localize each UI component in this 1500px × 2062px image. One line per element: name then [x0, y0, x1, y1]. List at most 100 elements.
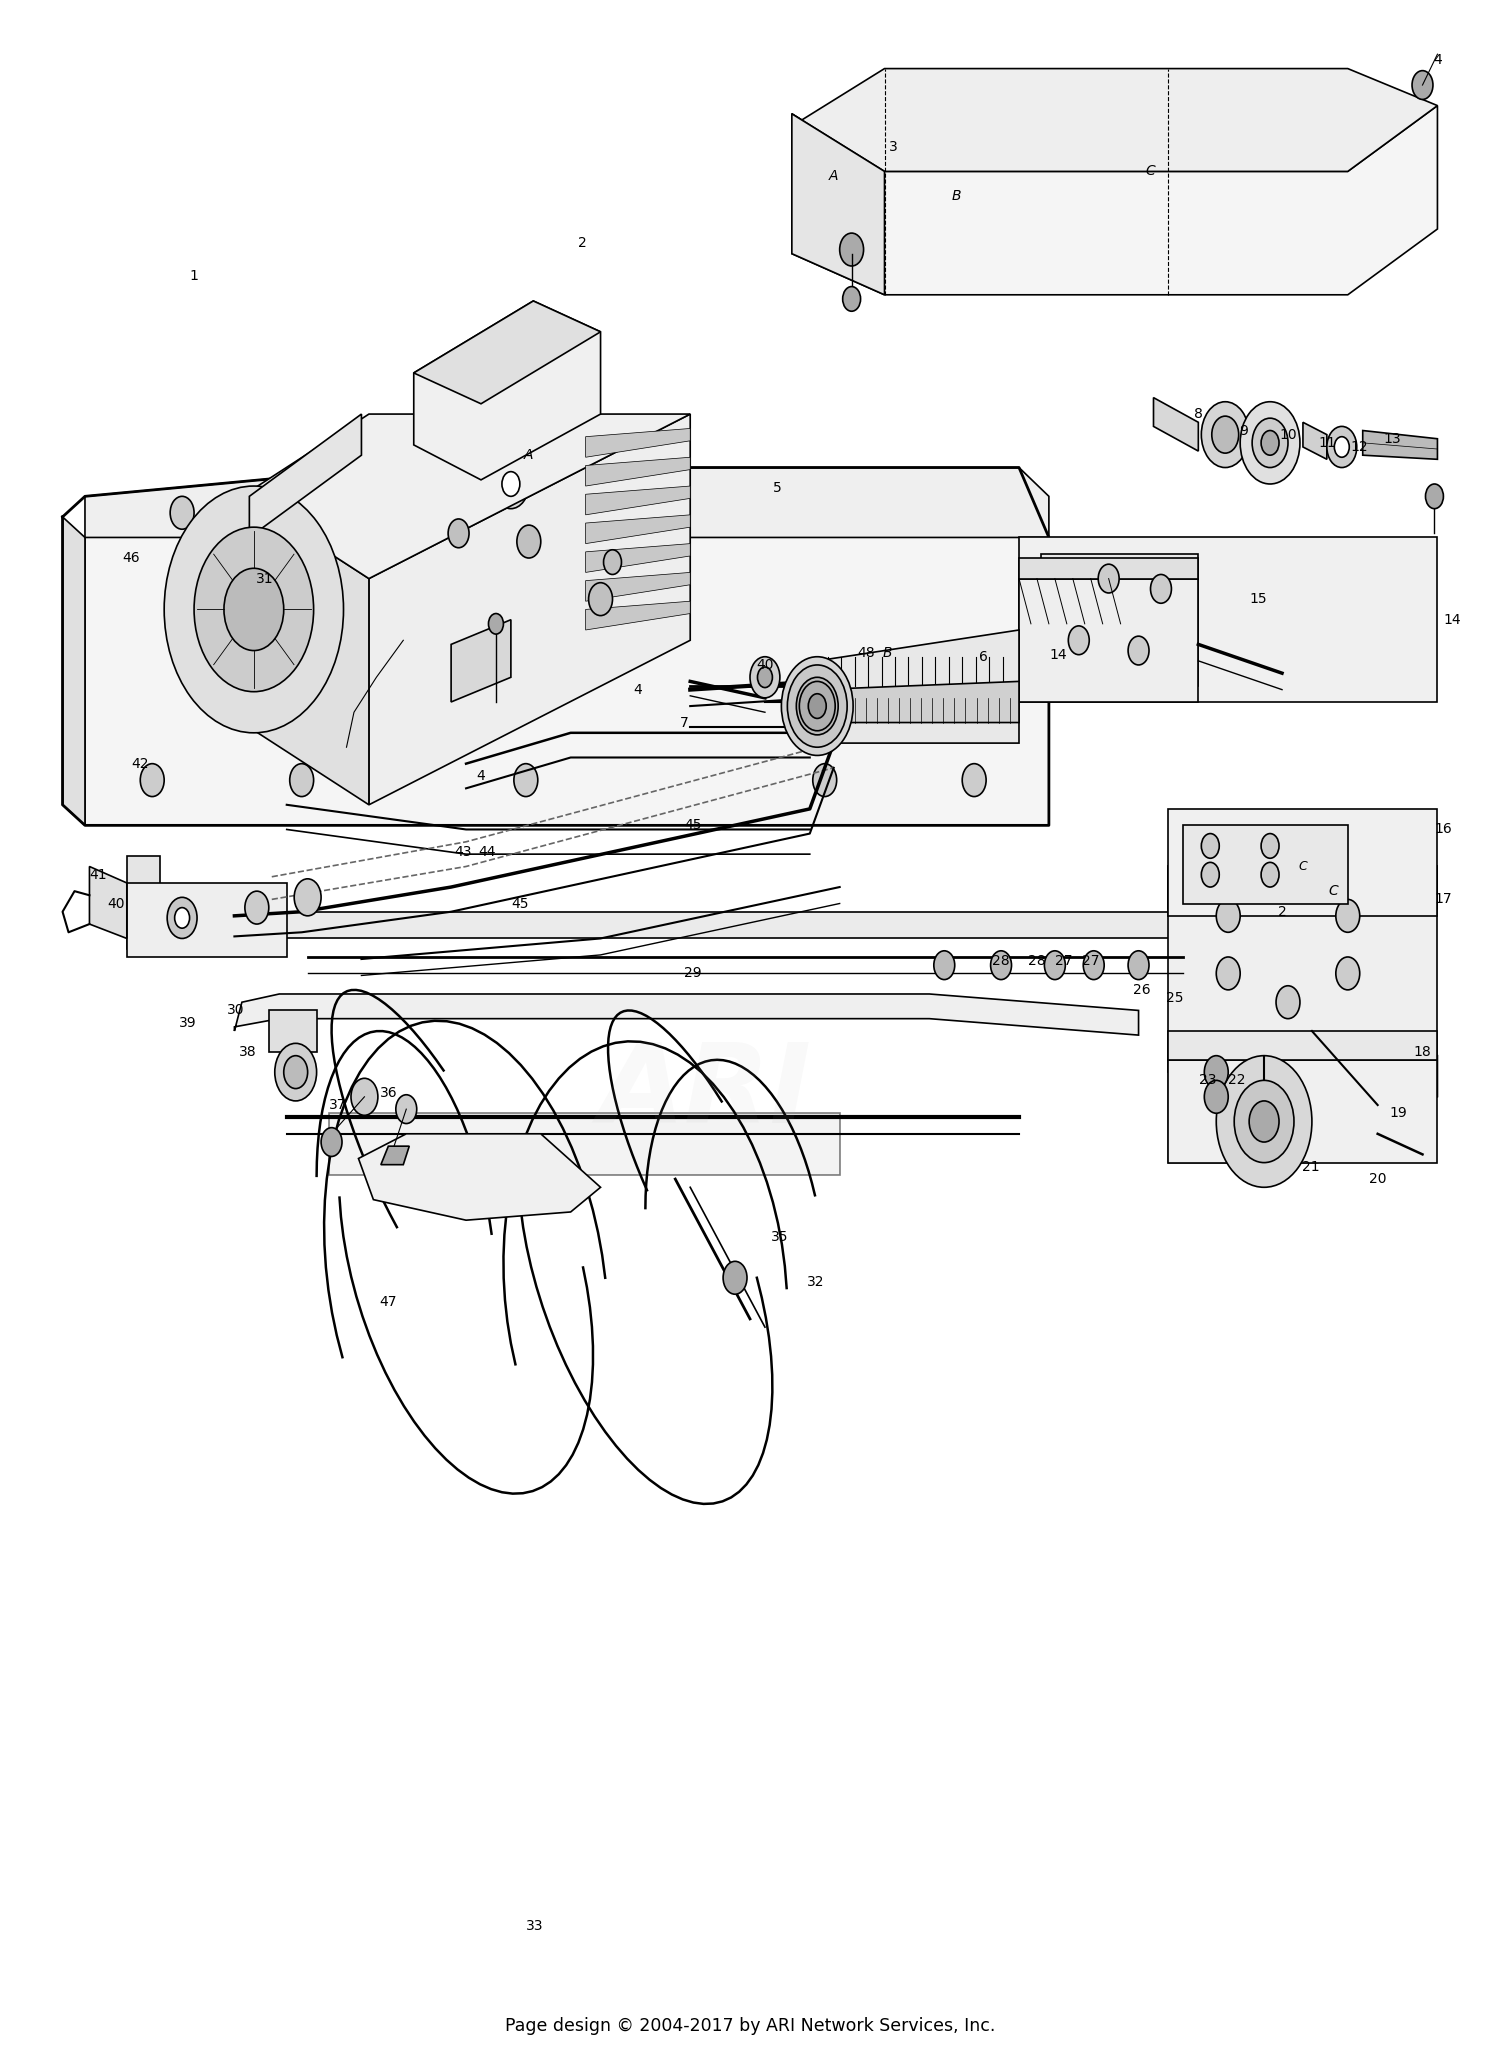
Polygon shape — [585, 573, 690, 602]
Polygon shape — [452, 621, 512, 701]
Text: Page design © 2004-2017 by ARI Network Services, Inc.: Page design © 2004-2017 by ARI Network S… — [506, 2017, 994, 2035]
Circle shape — [141, 763, 164, 796]
Circle shape — [788, 664, 847, 746]
Polygon shape — [818, 631, 1019, 742]
Text: 28: 28 — [993, 955, 1010, 967]
Circle shape — [840, 233, 864, 266]
Text: 25: 25 — [1166, 992, 1184, 1004]
Text: 36: 36 — [380, 1087, 398, 1099]
Circle shape — [284, 1056, 308, 1089]
Polygon shape — [268, 1010, 316, 1052]
Polygon shape — [414, 301, 600, 480]
Polygon shape — [1168, 866, 1437, 1072]
Circle shape — [1425, 485, 1443, 509]
Circle shape — [962, 763, 986, 796]
Text: 40: 40 — [756, 658, 774, 672]
Circle shape — [1336, 957, 1359, 990]
Circle shape — [1202, 833, 1219, 858]
Polygon shape — [1019, 538, 1437, 701]
Polygon shape — [792, 68, 1437, 171]
Polygon shape — [358, 1134, 600, 1221]
Text: B: B — [951, 190, 962, 202]
Polygon shape — [1168, 1031, 1437, 1060]
Polygon shape — [585, 458, 690, 487]
Text: 18: 18 — [1413, 1045, 1431, 1058]
Circle shape — [166, 897, 196, 938]
Circle shape — [170, 497, 194, 530]
Text: 21: 21 — [1302, 1159, 1318, 1173]
Circle shape — [843, 287, 861, 311]
Text: 3: 3 — [890, 140, 898, 155]
Circle shape — [1216, 899, 1240, 932]
Polygon shape — [585, 487, 690, 516]
Text: 45: 45 — [512, 897, 528, 911]
Circle shape — [603, 551, 621, 575]
Polygon shape — [1168, 1060, 1437, 1163]
Text: 17: 17 — [1434, 893, 1452, 907]
Circle shape — [1328, 427, 1356, 468]
Circle shape — [1204, 1056, 1228, 1089]
Polygon shape — [249, 414, 362, 538]
Circle shape — [1250, 1101, 1280, 1142]
Polygon shape — [234, 994, 1138, 1035]
Circle shape — [494, 460, 530, 509]
Circle shape — [1335, 437, 1350, 458]
Polygon shape — [328, 1113, 840, 1175]
Polygon shape — [381, 1146, 410, 1165]
Polygon shape — [1184, 825, 1348, 903]
Circle shape — [489, 614, 504, 635]
Text: 27: 27 — [1054, 955, 1072, 967]
Text: 10: 10 — [1280, 427, 1298, 441]
Polygon shape — [1154, 398, 1198, 452]
Circle shape — [244, 891, 268, 924]
Circle shape — [396, 1095, 417, 1124]
Circle shape — [321, 1128, 342, 1157]
Circle shape — [1083, 951, 1104, 979]
Text: B: B — [882, 645, 892, 660]
Text: 26: 26 — [1132, 984, 1150, 996]
Text: 19: 19 — [1389, 1105, 1407, 1120]
Circle shape — [351, 1078, 378, 1116]
Polygon shape — [792, 105, 1437, 295]
Text: 15: 15 — [1250, 592, 1268, 606]
Text: 22: 22 — [1228, 1074, 1246, 1087]
Text: 14: 14 — [1048, 647, 1066, 662]
Polygon shape — [86, 538, 1048, 825]
Circle shape — [194, 528, 314, 691]
Text: 5: 5 — [772, 480, 782, 495]
Polygon shape — [63, 518, 86, 825]
Circle shape — [290, 763, 314, 796]
Circle shape — [1276, 986, 1300, 1019]
Circle shape — [934, 951, 954, 979]
Polygon shape — [1168, 866, 1437, 907]
Circle shape — [758, 666, 772, 687]
Text: 7: 7 — [680, 716, 688, 730]
Text: 2: 2 — [1278, 905, 1287, 920]
Text: 2: 2 — [578, 237, 586, 250]
Text: 38: 38 — [238, 1045, 256, 1058]
Text: 27: 27 — [1082, 955, 1100, 967]
Polygon shape — [1019, 579, 1198, 701]
Circle shape — [1336, 899, 1359, 932]
Text: A: A — [524, 447, 534, 462]
Circle shape — [723, 1262, 747, 1295]
Circle shape — [224, 569, 284, 650]
Text: C: C — [1299, 860, 1308, 872]
Circle shape — [1262, 862, 1280, 887]
Circle shape — [813, 763, 837, 796]
Text: 32: 32 — [807, 1274, 825, 1289]
Circle shape — [750, 656, 780, 697]
Text: 9: 9 — [1239, 423, 1248, 437]
Text: 29: 29 — [684, 967, 702, 979]
Circle shape — [1202, 862, 1219, 887]
Polygon shape — [792, 113, 885, 295]
Text: 11: 11 — [1318, 435, 1335, 450]
Circle shape — [1150, 575, 1172, 604]
Text: 4: 4 — [633, 683, 642, 697]
Text: 33: 33 — [526, 1918, 543, 1932]
Circle shape — [1212, 417, 1239, 454]
Circle shape — [1098, 565, 1119, 594]
Circle shape — [1202, 402, 1249, 468]
Circle shape — [1216, 957, 1240, 990]
Circle shape — [503, 472, 520, 497]
